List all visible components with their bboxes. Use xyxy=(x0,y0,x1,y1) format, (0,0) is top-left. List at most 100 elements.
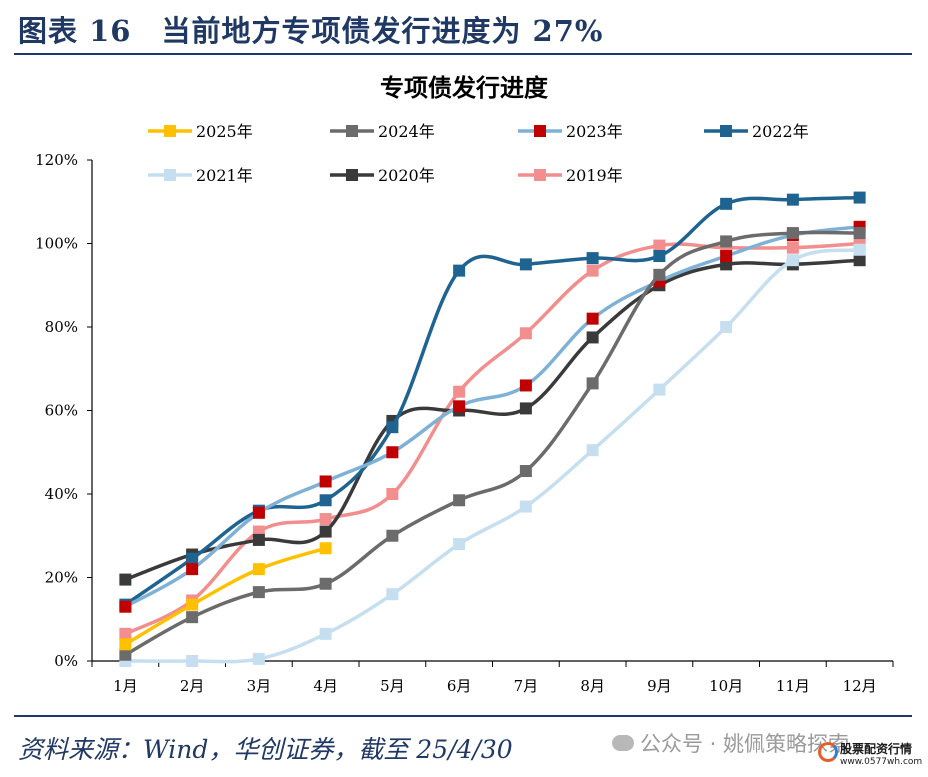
footer-divider xyxy=(14,715,912,717)
x-tick-label: 3月 xyxy=(247,677,272,695)
header-divider xyxy=(14,53,912,55)
data-point xyxy=(186,598,199,611)
data-point xyxy=(453,385,466,398)
legend-swatch-marker xyxy=(346,125,358,137)
data-point xyxy=(586,264,599,277)
data-point xyxy=(319,577,332,590)
data-point xyxy=(519,379,532,392)
x-tick-label: 1月 xyxy=(113,677,138,695)
data-point xyxy=(519,258,532,271)
data-point xyxy=(586,331,599,344)
series-2024年 xyxy=(119,227,866,661)
legend-item: 2020年 xyxy=(330,166,435,185)
series-2021年 xyxy=(119,243,866,667)
legend-swatch-marker xyxy=(534,125,546,137)
legend-swatch-marker xyxy=(164,125,176,137)
data-point xyxy=(453,494,466,507)
data-point xyxy=(519,500,532,513)
site-logo: 股票配资行情 www.0577wh.com xyxy=(818,738,922,772)
data-point xyxy=(720,250,733,263)
line-chart: 2025年 2024年 2023年 2022年 2021年 2020年 2019年 0% 20… xyxy=(35,122,894,695)
x-tick-label: 12月 xyxy=(843,677,877,695)
x-tick-label: 5月 xyxy=(380,677,405,695)
x-tick-label: 7月 xyxy=(514,677,539,695)
data-point xyxy=(319,525,332,538)
x-tick-label: 6月 xyxy=(447,677,472,695)
data-point xyxy=(586,312,599,325)
data-point xyxy=(319,542,332,555)
legend-label: 2025年 xyxy=(196,122,253,141)
data-point xyxy=(319,475,332,488)
data-point xyxy=(186,552,199,565)
series-2025年 xyxy=(119,542,332,651)
data-point xyxy=(119,627,132,640)
data-point xyxy=(453,538,466,551)
y-tick-label: 80% xyxy=(45,318,78,336)
data-point xyxy=(653,250,666,263)
data-point xyxy=(519,465,532,478)
y-tick-label: 120% xyxy=(35,151,78,169)
y-tick-label: 0% xyxy=(54,652,78,670)
legend-label: 2019年 xyxy=(566,166,623,185)
y-tick-label: 40% xyxy=(45,485,78,503)
data-point xyxy=(786,241,799,254)
legend-swatch-marker xyxy=(534,169,546,181)
data-point xyxy=(453,400,466,413)
legend-label: 2023年 xyxy=(566,122,623,141)
x-tick-label: 9月 xyxy=(647,677,672,695)
data-point xyxy=(453,264,466,277)
series-2023年 xyxy=(119,220,866,613)
data-point xyxy=(386,588,399,601)
legend-item: 2023年 xyxy=(518,122,623,141)
data-point xyxy=(586,444,599,457)
data-point xyxy=(186,563,199,576)
data-point xyxy=(519,402,532,415)
legend-swatch-marker xyxy=(720,125,732,137)
data-point xyxy=(720,235,733,248)
data-point xyxy=(720,197,733,210)
legend-label: 2020年 xyxy=(378,166,435,185)
data-point xyxy=(853,227,866,240)
data-point xyxy=(119,600,132,613)
data-point xyxy=(252,652,265,665)
data-point xyxy=(853,243,866,256)
data-point xyxy=(319,494,332,507)
data-point xyxy=(319,513,332,526)
logo-url: www.0577wh.com xyxy=(840,757,923,767)
data-point xyxy=(786,193,799,206)
legend-item: 2022年 xyxy=(704,122,809,141)
x-tick-label: 10月 xyxy=(709,677,743,695)
data-point xyxy=(853,254,866,267)
data-point xyxy=(186,655,199,667)
data-point xyxy=(386,446,399,459)
watermark: 公众号 · 姚佩策略探索 xyxy=(612,728,849,758)
legend-item: 2025年 xyxy=(148,122,253,141)
legend-item: 2024年 xyxy=(330,122,435,141)
y-tick-label: 60% xyxy=(45,402,78,420)
data-point xyxy=(519,327,532,340)
series-2022年 xyxy=(119,191,866,611)
x-tick-label: 2月 xyxy=(180,677,205,695)
figure-title: 图表 16 当前地方专项债发行进度为 27% xyxy=(18,14,604,48)
source-note: 资料来源：Wind，华创证券，截至 25/4/30 xyxy=(18,735,513,764)
data-point xyxy=(252,563,265,576)
data-point xyxy=(653,383,666,396)
data-point xyxy=(119,573,132,586)
data-point xyxy=(786,227,799,240)
x-tick-label: 4月 xyxy=(313,677,338,695)
legend-swatch-marker xyxy=(346,169,358,181)
data-point xyxy=(119,648,132,661)
legend-label: 2024年 xyxy=(378,122,435,141)
chart-legend: 2025年 2024年 2023年 2022年 2021年 2020年 2019年 xyxy=(148,122,809,185)
legend-swatch-marker xyxy=(164,169,176,181)
series-line xyxy=(123,230,862,657)
chart-series xyxy=(119,191,866,667)
series-line xyxy=(123,546,328,647)
data-point xyxy=(252,586,265,599)
logo-name: 股票配资行情 xyxy=(840,742,913,756)
data-point xyxy=(386,529,399,542)
data-point xyxy=(252,533,265,546)
data-point xyxy=(586,377,599,390)
legend-label: 2022年 xyxy=(752,122,809,141)
series-line xyxy=(123,225,862,609)
